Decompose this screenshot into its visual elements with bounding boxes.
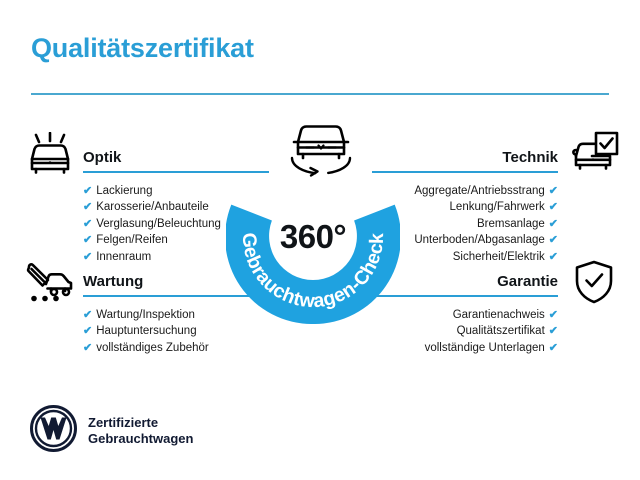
list-item: ✔ Verglasung/Beleuchtung [83, 216, 269, 232]
check-icon: ✔ [83, 234, 93, 247]
check-icon: ✔ [548, 309, 558, 321]
section-wartung-title: Wartung [83, 273, 144, 290]
list-item-label: Bremsanlage [477, 217, 545, 230]
check-icon: ✔ [83, 185, 93, 197]
list-item-label: Lenkung/Fahrwerk [449, 201, 545, 214]
section-optik: Optik ✔ Lackierung ✔ Karosserie/Anbauteile… [83, 148, 269, 265]
section-garantie-header: Garantie [372, 272, 558, 298]
check-icon: ✔ [548, 185, 558, 197]
shield-check-icon [572, 259, 616, 310]
vw-logo-icon [30, 405, 77, 457]
title-divider [31, 93, 609, 95]
check-icon: ✔ [548, 217, 558, 230]
list-item-label: Verglasung/Beleuchtung [96, 217, 221, 230]
list-item-label: Felgen/Reifen [96, 234, 168, 247]
section-garantie: Garantie Garantienachweis ✔ Qualitätszert… [372, 272, 558, 356]
list-item-label: Unterboden/Abgasanlage [414, 234, 545, 247]
section-wartung-list: ✔ Wartung/Inspektion ✔ Hauptuntersuchung ✔… [83, 307, 269, 356]
list-item-label: Qualitätszertifikat [456, 325, 545, 338]
section-optik-divider [83, 171, 269, 173]
page-title: Qualitätszertifikat [31, 33, 254, 63]
list-item-label: Innenraum [96, 250, 152, 263]
section-garantie-divider [372, 295, 558, 297]
section-wartung-divider [83, 295, 269, 297]
check-icon: ✔ [83, 309, 93, 321]
section-optik-title: Optik [83, 149, 122, 166]
list-item: ✔ Lackierung [83, 183, 269, 199]
list-item-label: Garantienachweis [452, 309, 545, 321]
list-item-label: vollständiges Zubehör [96, 341, 209, 354]
list-item-label: Sicherheit/Elektrik [452, 250, 545, 263]
list-item: ✔ Hauptuntersuchung [83, 323, 269, 339]
section-technik-title: Technik [502, 149, 558, 166]
list-item: Unterboden/Abgasanlage ✔ [372, 232, 558, 248]
list-item-label: Hauptuntersuchung [96, 325, 197, 338]
check-icon: ✔ [83, 341, 93, 354]
check-icon: ✔ [83, 217, 93, 230]
footer-logo: Zertifizierte Gebrauchtwagen [30, 405, 193, 457]
car-checkbox-icon [566, 131, 620, 180]
list-item-label: vollständige Unterlagen [424, 341, 545, 354]
check-icon: ✔ [83, 325, 93, 338]
list-item: ✔ Felgen/Reifen [83, 232, 269, 248]
badge-360-ring: Gebrauchtwagen-Check [226, 204, 400, 324]
list-item: Garantienachweis ✔ [372, 307, 558, 323]
list-item: ✔ Innenraum [83, 249, 269, 265]
check-icon: ✔ [548, 341, 558, 354]
check-icon: ✔ [548, 234, 558, 247]
section-wartung: Wartung ✔ Wartung/Inspektion ✔ Hauptunters… [83, 272, 269, 356]
check-icon: ✔ [548, 250, 558, 263]
section-garantie-title: Garantie [497, 273, 558, 290]
list-item: ✔ Wartung/Inspektion [83, 307, 269, 323]
section-technik: Technik Aggregate/Antriebsstrang ✔ Lenkun… [372, 148, 558, 265]
list-item: vollständige Unterlagen ✔ [372, 340, 558, 356]
check-icon: ✔ [83, 201, 93, 214]
check-icon: ✔ [548, 325, 558, 338]
list-item-label: Aggregate/Antriebsstrang [414, 185, 545, 197]
list-item: Sicherheit/Elektrik ✔ [372, 249, 558, 265]
list-item: Qualitätszertifikat ✔ [372, 323, 558, 339]
list-item: Aggregate/Antriebsstrang ✔ [372, 183, 558, 199]
footer-line-1: Zertifizierte [88, 414, 159, 430]
section-technik-header: Technik [372, 148, 558, 174]
car-service-tools-icon [23, 262, 77, 311]
section-wartung-header: Wartung [83, 272, 269, 298]
footer-logo-text: Zertifizierte Gebrauchtwagen [88, 415, 193, 448]
car-shine-icon [24, 131, 76, 181]
list-item-label: Karosserie/Anbauteile [96, 201, 209, 214]
list-item-label: Lackierung [96, 185, 153, 197]
list-item: Bremsanlage ✔ [372, 216, 558, 232]
section-optik-list: ✔ Lackierung ✔ Karosserie/Anbauteile ✔ Verg… [83, 183, 269, 265]
check-icon: ✔ [83, 250, 93, 263]
list-item: ✔ Karosserie/Anbauteile [83, 199, 269, 215]
check-icon: ✔ [548, 201, 558, 214]
footer-line-2: Gebrauchtwagen [88, 431, 194, 446]
car-front-rotate-icon [279, 118, 363, 178]
section-optik-header: Optik [83, 148, 269, 174]
list-item: Lenkung/Fahrwerk ✔ [372, 199, 558, 215]
section-garantie-list: Garantienachweis ✔ Qualitätszertifikat ✔ v… [372, 307, 558, 356]
badge-ring-shape [226, 204, 400, 324]
section-technik-list: Aggregate/Antriebsstrang ✔ Lenkung/Fahrwe… [372, 183, 558, 265]
list-item-label: Wartung/Inspektion [96, 309, 195, 321]
section-technik-divider [372, 171, 558, 173]
list-item: ✔ vollständiges Zubehör [83, 340, 269, 356]
